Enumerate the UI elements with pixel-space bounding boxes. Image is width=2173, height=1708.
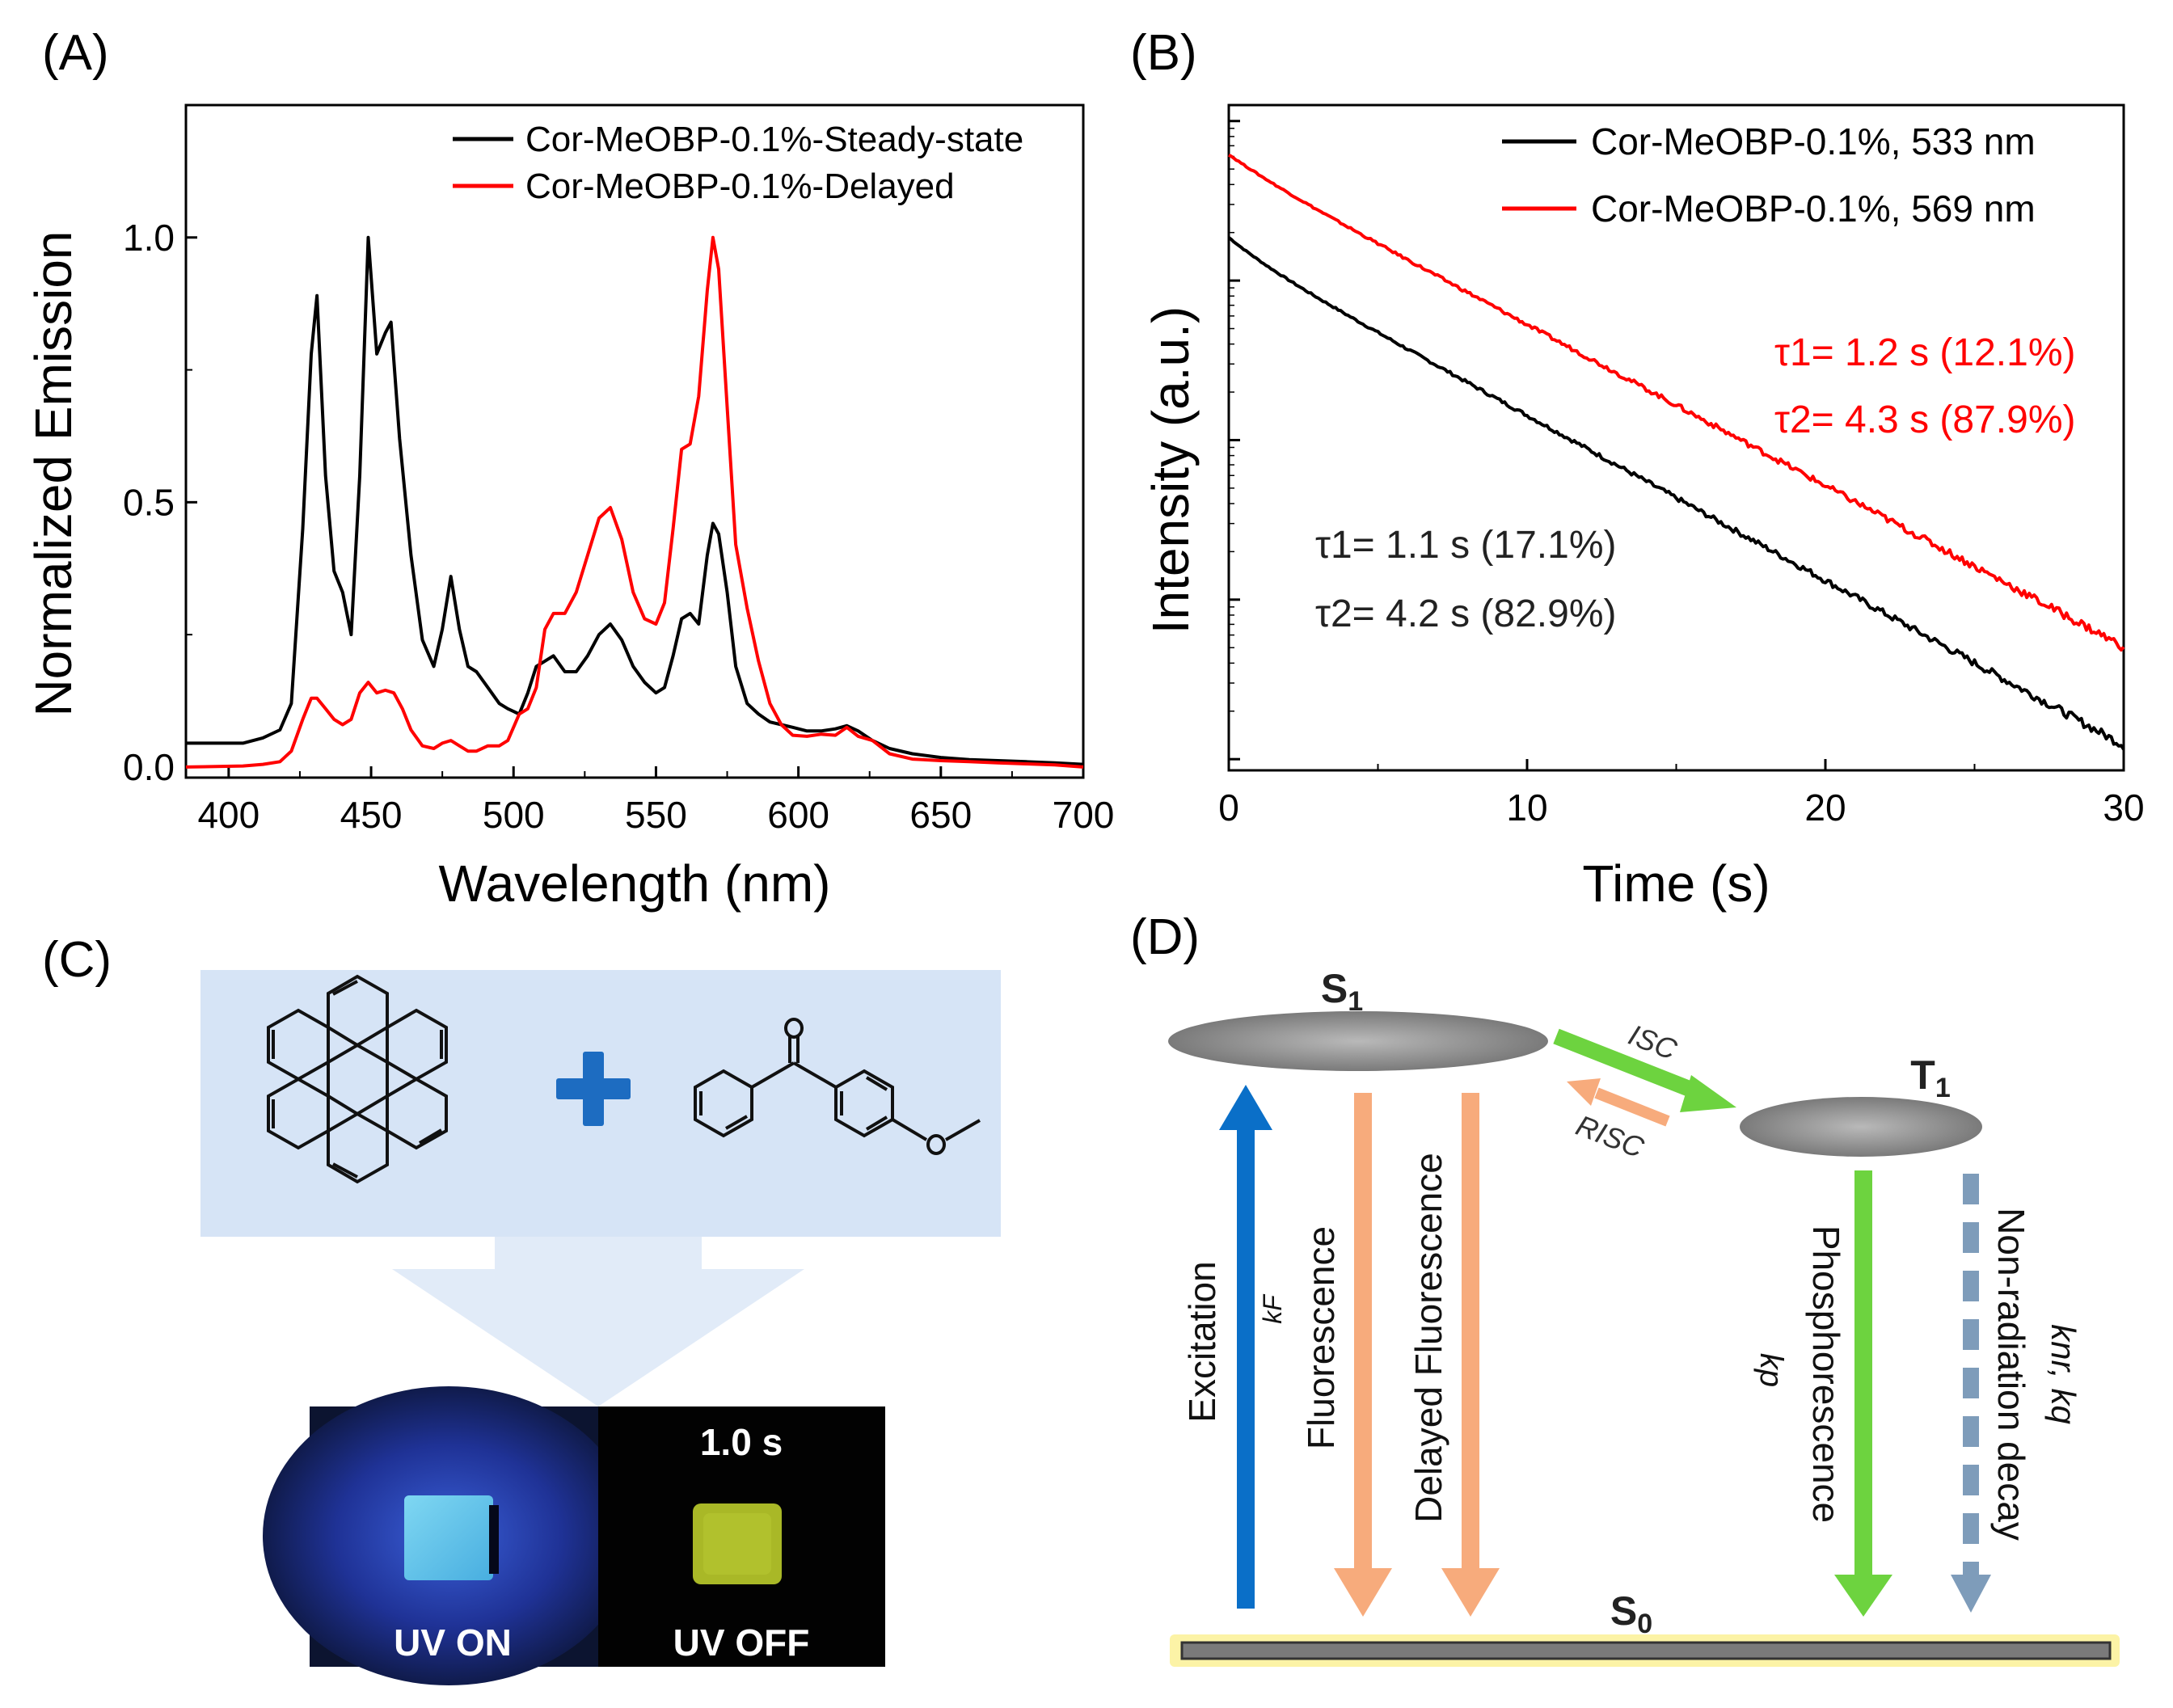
panel-b-plot: 0 10 20 30 Time (s) Intensity (a.u.) Cor-MeOBP… (1141, 103, 2145, 913)
x-tick-label: 650 (909, 794, 972, 836)
x-tick-label: 500 (483, 794, 545, 836)
fluorescence-label: Fluorescence (1300, 1226, 1342, 1449)
delayed-fluorescence-label: Delayed Fluorescence (1407, 1153, 1449, 1523)
legend-label: Cor-MeOBP-0.1%-Delayed (525, 167, 955, 206)
t1-label: T1 (1910, 1052, 1950, 1103)
steady-state-series-line (186, 235, 1084, 766)
x-tick-label: 550 (625, 794, 687, 836)
x-tick-label: 20 (1804, 787, 1846, 829)
panel-a-plot: 400 450 500 550 600 650 700 0.0 0.5 1.0 Wavelength… (24, 103, 1115, 913)
delayed-fluorescence-arrow (1462, 1093, 1479, 1578)
panel-a-label: (A) (42, 25, 109, 81)
y-axis-label: Intensity (a.u.) (1141, 306, 1200, 635)
risc-arrow (1594, 1087, 1670, 1127)
phosphorescence-arrowhead-icon (1834, 1575, 1892, 1617)
phosphorescence-arrow (1854, 1170, 1872, 1583)
decay-533nm-series-line (1227, 236, 2125, 751)
methoxybenzophenone-structure-icon (694, 1018, 981, 1155)
panel-c: (C) (42, 932, 1001, 1685)
sample-fluorescent-square (404, 1495, 493, 1580)
excitation-label: Excitation (1181, 1261, 1223, 1422)
fluorescence-arrowhead-icon (1334, 1568, 1392, 1617)
red-tau2-annotation: τ2= 4.3 s (87.9%) (1774, 399, 2076, 441)
legend-label: Cor-MeOBP-0.1%-Steady-state (525, 120, 1023, 159)
panel-c-label: (C) (42, 932, 112, 988)
nonradiative-arrowhead-icon (1951, 1575, 1991, 1613)
panel-d-label: (D) (1130, 909, 1200, 965)
uv-off-label: UV OFF (673, 1622, 810, 1664)
x-tick-label: 450 (340, 794, 403, 836)
panel-b: (B) 0 10 20 30 Time (s) Intensity (a.u.) Cor-M… (1130, 25, 2145, 913)
isc-arrow (1553, 1028, 1709, 1103)
x-tick-label: 600 (767, 794, 829, 836)
s1-label: S1 (1321, 966, 1363, 1017)
down-arrow-shape (392, 1237, 804, 1406)
kp-label: kp (1753, 1353, 1789, 1387)
uv-on-label: UV ON (394, 1622, 512, 1664)
decay-annotations: τ1= 1.2 s (12.1%) τ2= 4.3 s (87.9%) τ1= … (1315, 331, 2076, 635)
s0-level (1180, 1641, 2112, 1660)
kf-label: kF (1258, 1293, 1287, 1324)
s1-level (1168, 1011, 1548, 1071)
red-tau1-annotation: τ1= 1.2 s (12.1%) (1774, 331, 2076, 374)
x-axis-label: Wavelength (nm) (439, 854, 831, 913)
legend-label: Cor-MeOBP-0.1%, 569 nm (1591, 188, 2036, 230)
risc-arrowhead-icon (1567, 1078, 1601, 1106)
delayed-fluorescence-arrowhead-icon (1441, 1568, 1500, 1617)
x-axis-label: Time (s) (1582, 854, 1770, 913)
panel-d: (D) S1 T1 S0 ISC RISC (1130, 909, 2120, 1667)
panel-a: (A) 400 450 500 550 600 650 700 0.0 0.5 1.0 Wavele… (24, 25, 1114, 913)
x-tick-label: 10 (1506, 787, 1547, 829)
y-axis-label: Normalized Emission (24, 230, 82, 716)
panel-b-label: (B) (1130, 25, 1197, 81)
delayed-series-line (185, 235, 1084, 769)
uv-photo-off: 1.0 s UV OFF (598, 1406, 885, 1667)
black-tau2-annotation: τ2= 4.2 s (82.9%) (1315, 593, 1617, 635)
coronene-structure-icon (267, 974, 448, 1184)
x-tick-label: 30 (2103, 787, 2144, 829)
y-tick-label: 0.0 (123, 746, 175, 788)
t1-level (1740, 1097, 1982, 1157)
plot-frame (184, 103, 1085, 779)
decay-569nm-series-line (1228, 154, 2125, 652)
fluorescence-arrow (1354, 1093, 1372, 1578)
x-tick-label: 0 (1218, 787, 1239, 829)
excitation-arrowhead-icon (1219, 1085, 1272, 1130)
knr-kq-label: knr, kq (2044, 1324, 2082, 1424)
legend-label: Cor-MeOBP-0.1%, 533 nm (1591, 120, 2036, 162)
s0-label: S0 (1610, 1588, 1652, 1639)
isc-arrowhead-icon (1680, 1075, 1736, 1112)
risc-label: RISC (1572, 1108, 1649, 1164)
x-tick-label: 400 (197, 794, 259, 836)
y-tick-label: 1.0 (123, 217, 175, 259)
photo-time-label: 1.0 s (700, 1421, 783, 1463)
nonradiation-label: Non-radiation decay (1990, 1208, 2032, 1541)
excitation-arrow (1237, 1128, 1255, 1609)
plus-icon (556, 1052, 631, 1126)
x-tick-label: 700 (1053, 794, 1115, 836)
black-tau1-annotation: τ1= 1.1 s (17.1%) (1315, 524, 1617, 567)
uv-photo-on: UV ON (263, 1386, 635, 1685)
phosphorescence-label: Phosphorescence (1805, 1225, 1847, 1523)
y-tick-label: 0.5 (123, 481, 175, 523)
